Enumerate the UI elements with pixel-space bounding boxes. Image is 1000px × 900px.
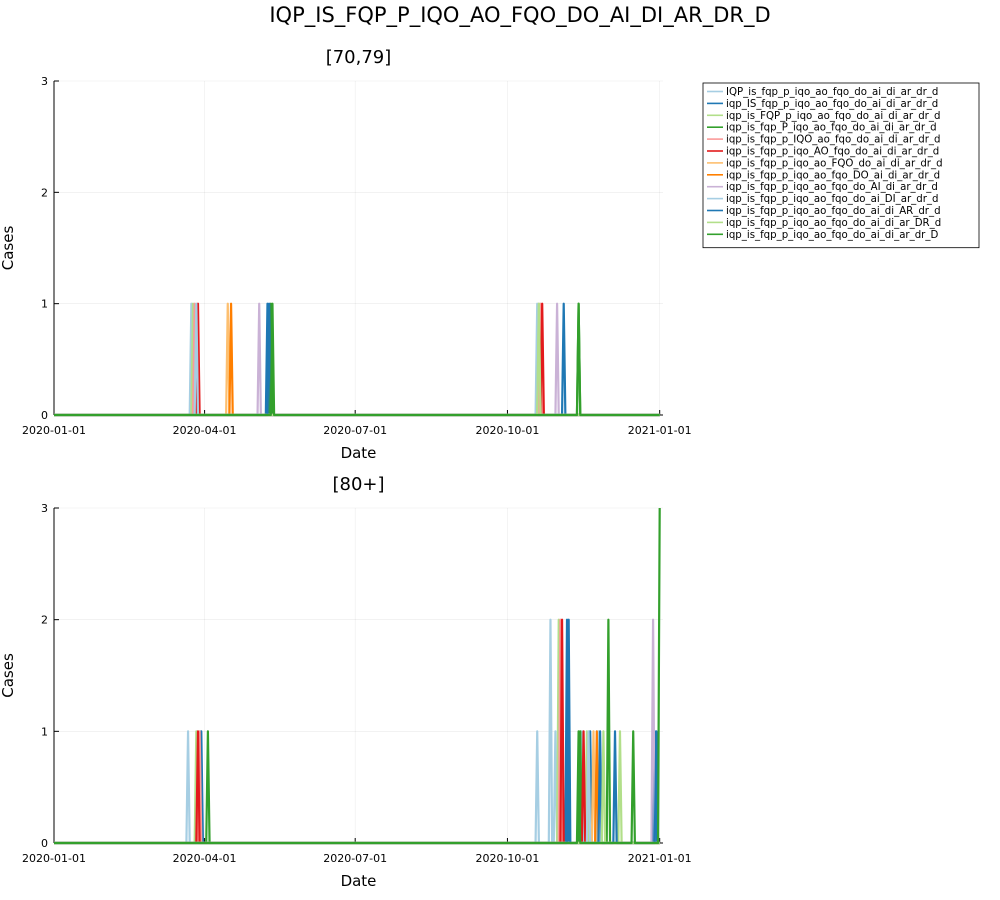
y-axis-label: Cases xyxy=(0,653,17,698)
y-tick-label: 2 xyxy=(41,186,48,199)
legend-entry: iqp_is_fqp_p_iqo_AO_fqo_do_ai_di_ar_dr_d xyxy=(726,147,939,158)
legend-box xyxy=(702,82,980,249)
series-line xyxy=(54,302,660,417)
x-tick-label: 2020-10-01 xyxy=(475,424,539,437)
legend-entry: iqp_is_fqp_p_iqo_ao_fqo_do_ai_di_AR_dr_d xyxy=(726,206,941,217)
x-tick-label: 2020-04-01 xyxy=(173,852,237,865)
x-tick-label: 2020-07-01 xyxy=(323,852,387,865)
legend: IQP_is_fqp_p_iqo_ao_fqo_do_ai_di_ar_dr_d… xyxy=(702,82,980,249)
x-tick-label: 2020-01-01 xyxy=(22,852,86,865)
y-axis-label: Cases xyxy=(0,226,17,271)
series-line xyxy=(54,302,660,417)
y-tick-label: 1 xyxy=(41,725,48,738)
x-axis-label: Date xyxy=(341,872,377,890)
series-line xyxy=(54,302,660,417)
y-tick-label: 0 xyxy=(41,409,48,422)
series-line xyxy=(54,302,660,417)
legend-entry: iqp_is_fqp_p_iqo_ao_fqo_do_ai_DI_ar_dr_d xyxy=(726,194,938,205)
series-line xyxy=(54,302,660,417)
legend-entry: iqp_is_fqp_p_iqo_ao_fqo_do_ai_di_ar_dr_D xyxy=(726,230,938,241)
legend-entry: iqp_is_FQP_p_iqo_ao_fqo_do_ai_di_ar_dr_d xyxy=(726,111,940,122)
x-tick-label: 2020-01-01 xyxy=(22,424,86,437)
legend-entry: iqp_IS_fqp_p_iqo_ao_fqo_do_ai_di_ar_dr_d xyxy=(726,99,938,110)
legend-entry: iqp_is_fqp_p_iqo_ao_FQO_do_ai_di_ar_dr_d xyxy=(726,158,943,169)
y-tick-label: 3 xyxy=(41,75,48,88)
legend-entry: iqp_is_fqp_p_IQO_ao_fqo_do_ai_di_ar_dr_d xyxy=(726,135,940,146)
panel-80-plus: 0 1 2 3 2020-01-01 2020-04-01 2020-07-01 2020-1… xyxy=(0,474,692,890)
x-tick-label: 2020-04-01 xyxy=(173,424,237,437)
y-tick-label: 3 xyxy=(41,502,48,515)
figure-title: IQP_IS_FQP_P_IQO_AO_FQO_DO_AI_DI_AR_DR_D xyxy=(269,3,770,28)
panel-70-79: 0 1 2 3 2020-01-01 2020-04-01 2020-07-01 2020-1… xyxy=(0,47,692,462)
y-tick-label: 1 xyxy=(41,298,48,311)
x-tick-label: 2021-01-01 xyxy=(628,852,692,865)
legend-entry: iqp_is_fqp_p_iqo_ao_fqo_do_ai_di_ar_DR_d xyxy=(726,218,941,229)
legend-entry: iqp_is_fqp_p_iqo_ao_fqo_do_AI_di_ar_dr_d xyxy=(726,182,938,193)
x-axis-label: Date xyxy=(341,444,377,462)
x-tick-label: 2020-10-01 xyxy=(475,852,539,865)
x-tick-label: 2020-07-01 xyxy=(323,424,387,437)
series-line xyxy=(54,302,660,417)
series-line xyxy=(54,302,660,417)
series-line xyxy=(54,302,660,417)
series-line xyxy=(54,302,660,417)
panel-title: [70,79] xyxy=(326,47,392,68)
series-line xyxy=(54,302,660,417)
series-line xyxy=(54,302,660,417)
y-tick-label: 2 xyxy=(41,614,48,627)
series-line xyxy=(54,302,660,417)
series-line xyxy=(54,302,660,417)
y-tick-label: 0 xyxy=(41,837,48,850)
series-line xyxy=(54,507,661,845)
legend-entry: iqp_is_fqp_P_iqo_ao_fqo_do_ai_di_ar_dr_d xyxy=(726,123,937,134)
x-tick-label: 2021-01-01 xyxy=(628,424,692,437)
legend-entry: iqp_is_fqp_p_iqo_ao_fqo_DO_ai_di_ar_dr_d xyxy=(726,170,940,181)
legend-entry: IQP_is_fqp_p_iqo_ao_fqo_do_ai_di_ar_dr_d xyxy=(726,87,938,98)
panel-title: [80+] xyxy=(332,474,384,495)
